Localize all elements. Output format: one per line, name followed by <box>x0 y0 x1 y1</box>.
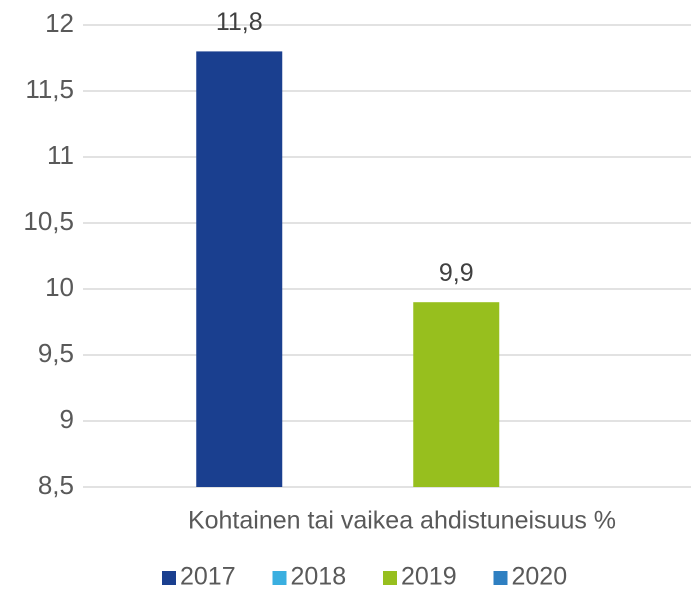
legend-label: 2020 <box>512 563 568 589</box>
legend-swatch <box>493 571 508 585</box>
x-tick-label: Kohtainen tai vaikea ahdistuneisuus % <box>188 507 616 535</box>
value-label: 11,8 <box>216 8 263 36</box>
y-tick-label: 11,5 <box>25 74 74 104</box>
legend-label: 2018 <box>291 563 347 589</box>
legend-swatch <box>162 571 176 585</box>
legend-swatch <box>272 571 287 585</box>
y-tick-label: 12 <box>45 8 74 38</box>
y-tick-label: 8,5 <box>38 470 74 500</box>
legend-swatch <box>383 571 397 585</box>
value-label: 9,9 <box>439 259 474 287</box>
bar <box>413 302 500 487</box>
y-tick-label: 10,5 <box>23 206 74 236</box>
bar <box>196 51 283 488</box>
legend-label: 2019 <box>401 563 457 589</box>
legend-label: 2017 <box>180 563 236 589</box>
y-tick-label: 9 <box>60 404 74 434</box>
y-tick-label: 10 <box>45 272 74 302</box>
y-tick-label: 9,5 <box>38 338 74 368</box>
y-tick-label: 11 <box>47 140 74 170</box>
